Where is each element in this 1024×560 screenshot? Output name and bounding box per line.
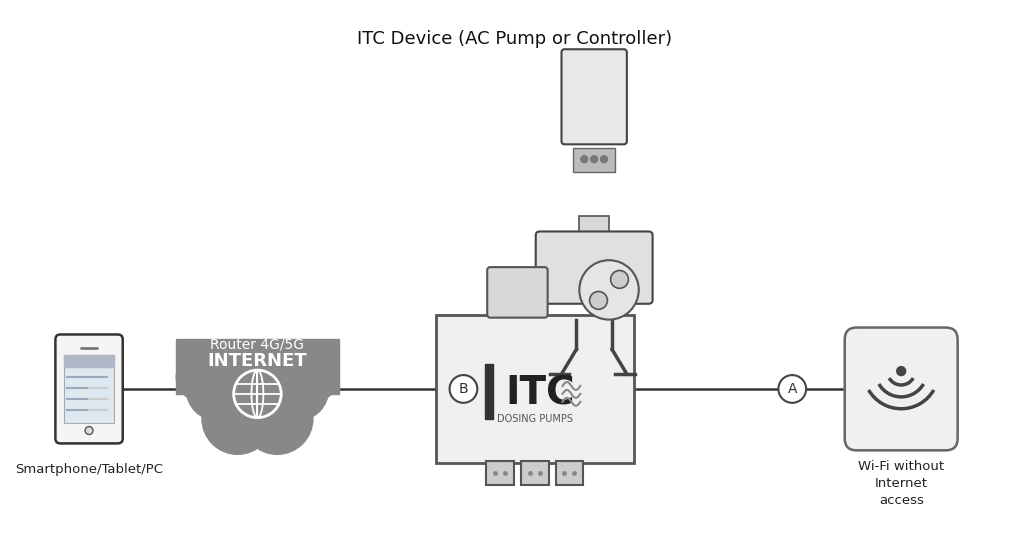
Circle shape xyxy=(590,292,607,309)
Circle shape xyxy=(85,427,93,435)
FancyBboxPatch shape xyxy=(580,216,609,235)
FancyBboxPatch shape xyxy=(55,334,123,444)
FancyBboxPatch shape xyxy=(521,461,549,485)
Circle shape xyxy=(214,355,301,442)
Circle shape xyxy=(610,270,629,288)
FancyBboxPatch shape xyxy=(487,267,548,318)
FancyBboxPatch shape xyxy=(536,231,652,304)
Circle shape xyxy=(265,357,329,421)
Text: ITC: ITC xyxy=(505,375,574,413)
Circle shape xyxy=(591,156,598,162)
Text: ITC Device (AC Pump or Controller): ITC Device (AC Pump or Controller) xyxy=(357,30,673,48)
Circle shape xyxy=(581,156,588,162)
Text: DOSING PUMPS: DOSING PUMPS xyxy=(497,414,572,424)
FancyBboxPatch shape xyxy=(556,461,584,485)
Text: INTERNET: INTERNET xyxy=(208,352,307,370)
FancyBboxPatch shape xyxy=(65,355,114,423)
Text: Smartphone/Tablet/PC: Smartphone/Tablet/PC xyxy=(15,463,163,476)
Circle shape xyxy=(897,367,905,376)
Text: Router 4G/5G: Router 4G/5G xyxy=(211,337,304,351)
Text: B: B xyxy=(459,382,468,396)
Bar xyxy=(485,364,494,419)
Circle shape xyxy=(778,375,806,403)
Circle shape xyxy=(242,383,313,454)
Text: A: A xyxy=(787,382,797,396)
Circle shape xyxy=(291,353,339,401)
FancyBboxPatch shape xyxy=(561,49,627,144)
Circle shape xyxy=(450,375,477,403)
Bar xyxy=(65,355,114,367)
FancyBboxPatch shape xyxy=(573,148,615,172)
Circle shape xyxy=(580,260,639,320)
Bar xyxy=(176,339,339,394)
Circle shape xyxy=(601,156,607,162)
Circle shape xyxy=(176,353,224,401)
Circle shape xyxy=(186,357,250,421)
FancyBboxPatch shape xyxy=(486,461,514,485)
FancyBboxPatch shape xyxy=(435,315,634,463)
FancyBboxPatch shape xyxy=(845,328,957,450)
Text: Wi-Fi without
Internet
access: Wi-Fi without Internet access xyxy=(858,460,944,507)
Circle shape xyxy=(202,383,273,454)
